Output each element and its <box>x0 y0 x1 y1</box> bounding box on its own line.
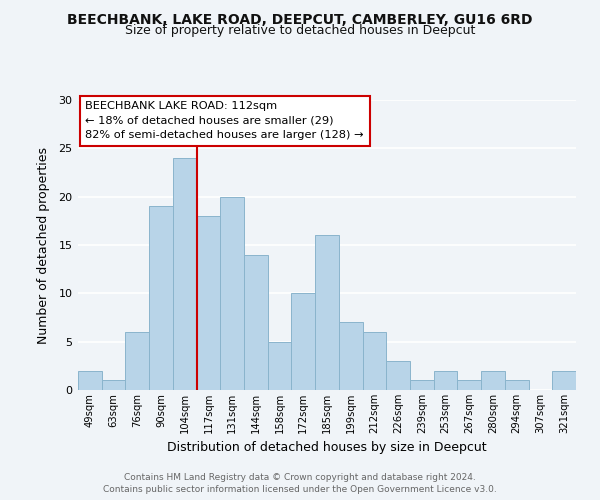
Y-axis label: Number of detached properties: Number of detached properties <box>37 146 50 344</box>
Bar <box>552 370 576 390</box>
Bar <box>339 322 362 390</box>
Text: BEECHBANK, LAKE ROAD, DEEPCUT, CAMBERLEY, GU16 6RD: BEECHBANK, LAKE ROAD, DEEPCUT, CAMBERLEY… <box>67 12 533 26</box>
Bar <box>244 254 268 390</box>
Bar <box>292 294 315 390</box>
Bar <box>268 342 292 390</box>
Bar <box>315 236 339 390</box>
Bar <box>362 332 386 390</box>
Bar <box>481 370 505 390</box>
Text: Contains public sector information licensed under the Open Government Licence v3: Contains public sector information licen… <box>103 485 497 494</box>
Bar <box>457 380 481 390</box>
Text: Contains HM Land Registry data © Crown copyright and database right 2024.: Contains HM Land Registry data © Crown c… <box>124 472 476 482</box>
Bar <box>78 370 102 390</box>
Bar <box>410 380 434 390</box>
Text: Size of property relative to detached houses in Deepcut: Size of property relative to detached ho… <box>125 24 475 37</box>
Bar <box>102 380 125 390</box>
Bar <box>173 158 197 390</box>
X-axis label: Distribution of detached houses by size in Deepcut: Distribution of detached houses by size … <box>167 442 487 454</box>
Bar <box>149 206 173 390</box>
Bar <box>220 196 244 390</box>
Bar <box>197 216 220 390</box>
Bar <box>386 361 410 390</box>
Text: BEECHBANK LAKE ROAD: 112sqm
← 18% of detached houses are smaller (29)
82% of sem: BEECHBANK LAKE ROAD: 112sqm ← 18% of det… <box>85 102 364 140</box>
Bar <box>505 380 529 390</box>
Bar <box>125 332 149 390</box>
Bar <box>434 370 457 390</box>
